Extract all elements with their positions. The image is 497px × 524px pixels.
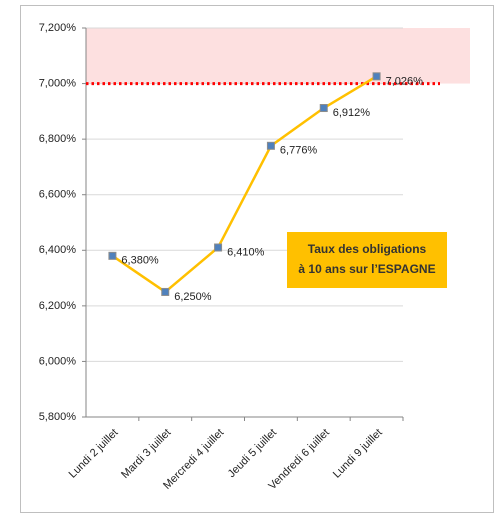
data-marker [266, 141, 275, 150]
data-label: 6,380% [121, 255, 159, 267]
y-tick-label: 6,000% [39, 355, 77, 367]
data-marker [161, 287, 170, 296]
annotation-box [287, 232, 447, 288]
y-tick-label: 6,800% [39, 133, 77, 145]
data-marker [214, 243, 223, 252]
y-tick-label: 6,200% [39, 300, 77, 312]
data-label: 6,250% [174, 291, 212, 303]
data-marker [372, 72, 381, 81]
data-label: 7,026% [386, 75, 424, 87]
data-label: 6,776% [280, 145, 318, 157]
y-tick-label: 6,600% [39, 189, 77, 201]
y-tick-label: 6,400% [39, 244, 77, 256]
data-line [111, 75, 378, 294]
y-tick-label: 7,000% [39, 77, 77, 89]
data-marker [108, 251, 117, 260]
data-marker [319, 104, 328, 113]
shaded-band [86, 28, 470, 84]
y-tick-label: 7,200% [39, 22, 77, 34]
y-tick-label: 5,800% [39, 411, 77, 423]
data-label: 6,410% [227, 246, 265, 258]
annotation-text: Taux des obligations [308, 242, 427, 256]
annotation-text: à 10 ans sur l’ESPAGNE [298, 262, 435, 276]
data-label: 6,912% [333, 107, 371, 119]
